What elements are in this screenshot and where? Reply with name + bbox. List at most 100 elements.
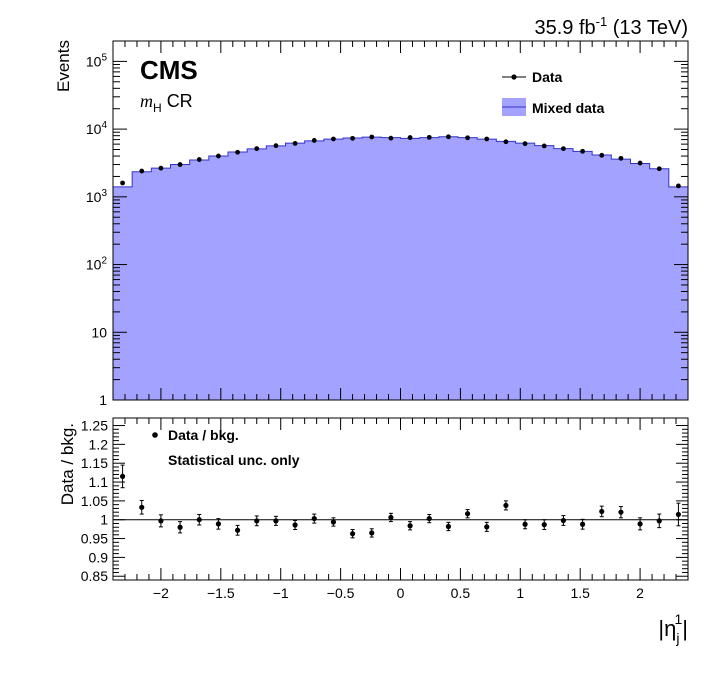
data-point <box>292 141 298 146</box>
legend-data-marker <box>511 74 517 80</box>
y-tick-label: 1.25 <box>81 418 108 434</box>
ratio-point <box>292 522 298 528</box>
legend-ratio-marker <box>152 432 158 438</box>
data-point <box>503 139 509 145</box>
x-tick-label: −1.5 <box>207 585 235 601</box>
data-point <box>561 146 566 152</box>
x-tick-label: 1.5 <box>570 585 590 601</box>
ratio-axes: 0.85 0.9 0.95 1 1.05 1.1 1.15 1.2 1.25 −2 −1.5 −1 −0… <box>81 417 689 601</box>
y-tick-label: 0.9 <box>89 549 109 565</box>
y-tick-label: 1 <box>99 392 107 408</box>
legend-data-label: Data <box>532 69 563 85</box>
data-point <box>311 138 317 143</box>
ratio-point <box>330 519 337 525</box>
data-point <box>120 180 125 186</box>
data-point <box>369 134 375 140</box>
data-point <box>637 160 643 166</box>
ratio-point <box>560 517 567 524</box>
data-point <box>580 148 585 154</box>
data-point <box>541 143 547 149</box>
ratio-point <box>311 515 317 522</box>
mixed-data-histogram <box>113 136 688 401</box>
cms-label: CMS <box>140 55 198 85</box>
ratio-point <box>349 531 356 537</box>
data-point <box>465 135 470 141</box>
data-point <box>273 143 279 149</box>
ratio-point <box>675 511 682 518</box>
data-point <box>388 135 394 141</box>
ratio-point <box>579 521 586 527</box>
ratio-point <box>618 509 624 515</box>
ratio-point <box>407 523 413 529</box>
data-point <box>599 152 605 158</box>
data-point <box>676 183 681 189</box>
data-point <box>158 165 164 171</box>
y-tick-label: 1.1 <box>89 474 109 490</box>
x-tick-label: 2 <box>636 585 644 601</box>
y-tick-label: 103 <box>86 188 108 205</box>
ratio-point <box>388 514 394 521</box>
ratio-point <box>464 511 471 517</box>
x-axis-label: |ηj1| <box>658 611 688 646</box>
ratio-point <box>158 518 164 524</box>
events-axes: 1 10 102 103 104 105 <box>86 40 689 408</box>
ratio-point <box>445 523 452 530</box>
data-point <box>446 134 451 140</box>
ratio-axis-label: Data / bkg. <box>58 423 77 505</box>
y-tick-label: 0.95 <box>81 531 108 547</box>
x-tick-label: 1 <box>516 585 524 601</box>
data-point <box>484 136 490 142</box>
ratio-point <box>119 473 126 479</box>
legend-ratio-label: Data / bkg. <box>168 427 239 443</box>
ratio-panel <box>113 464 688 539</box>
y-tick-label: 1.05 <box>81 493 108 509</box>
y-tick-label: 1 <box>100 512 108 528</box>
ratio-point <box>522 521 528 527</box>
ratio-point <box>484 524 490 530</box>
x-tick-label: −0.5 <box>327 585 355 601</box>
events-axis-label: Events <box>54 40 73 92</box>
data-point <box>522 141 528 147</box>
ratio-legend: Data / bkg. Statistical unc. only <box>152 427 300 468</box>
ratio-point <box>234 527 241 533</box>
ratio-point <box>177 524 183 530</box>
data-point <box>216 153 221 159</box>
legend-mixed-label: Mixed data <box>532 100 605 116</box>
ratio-point <box>369 530 375 536</box>
region-label: mH CR <box>140 91 193 115</box>
ratio-point <box>215 521 222 527</box>
y-tick-label: 102 <box>86 256 108 273</box>
data-point <box>235 149 240 155</box>
mixed-data-outline <box>113 136 688 188</box>
events-panel <box>113 134 688 401</box>
ratio-point <box>196 517 202 523</box>
data-point <box>254 146 260 152</box>
ratio-point <box>254 518 260 524</box>
ratio-point <box>637 521 643 527</box>
x-tick-label: −2 <box>153 585 169 601</box>
y-tick-label: 10 <box>91 324 107 340</box>
ratio-point <box>541 522 547 528</box>
data-point <box>196 157 202 162</box>
data-point <box>618 155 624 161</box>
data-point <box>350 135 355 141</box>
ratio-point <box>599 508 605 515</box>
y-tick-label: 1.15 <box>81 455 108 471</box>
data-point <box>426 134 432 140</box>
data-point <box>177 162 183 167</box>
legend-stat-label: Statistical unc. only <box>168 452 300 468</box>
events-legend: Data Mixed data <box>502 69 605 116</box>
data-point <box>407 135 413 140</box>
y-tick-label: 1.2 <box>89 436 109 452</box>
y-tick-label: 104 <box>86 120 108 137</box>
x-tick-label: 0 <box>397 585 405 601</box>
data-point <box>139 168 145 174</box>
data-point <box>656 166 662 172</box>
data-point <box>331 136 336 142</box>
luminosity-label: 35.9 fb-1 (13 TeV) <box>534 14 688 39</box>
y-tick-label: 0.85 <box>81 568 108 584</box>
ratio-point <box>503 502 509 509</box>
ratio-point <box>656 518 662 524</box>
ratio-point <box>273 518 279 524</box>
